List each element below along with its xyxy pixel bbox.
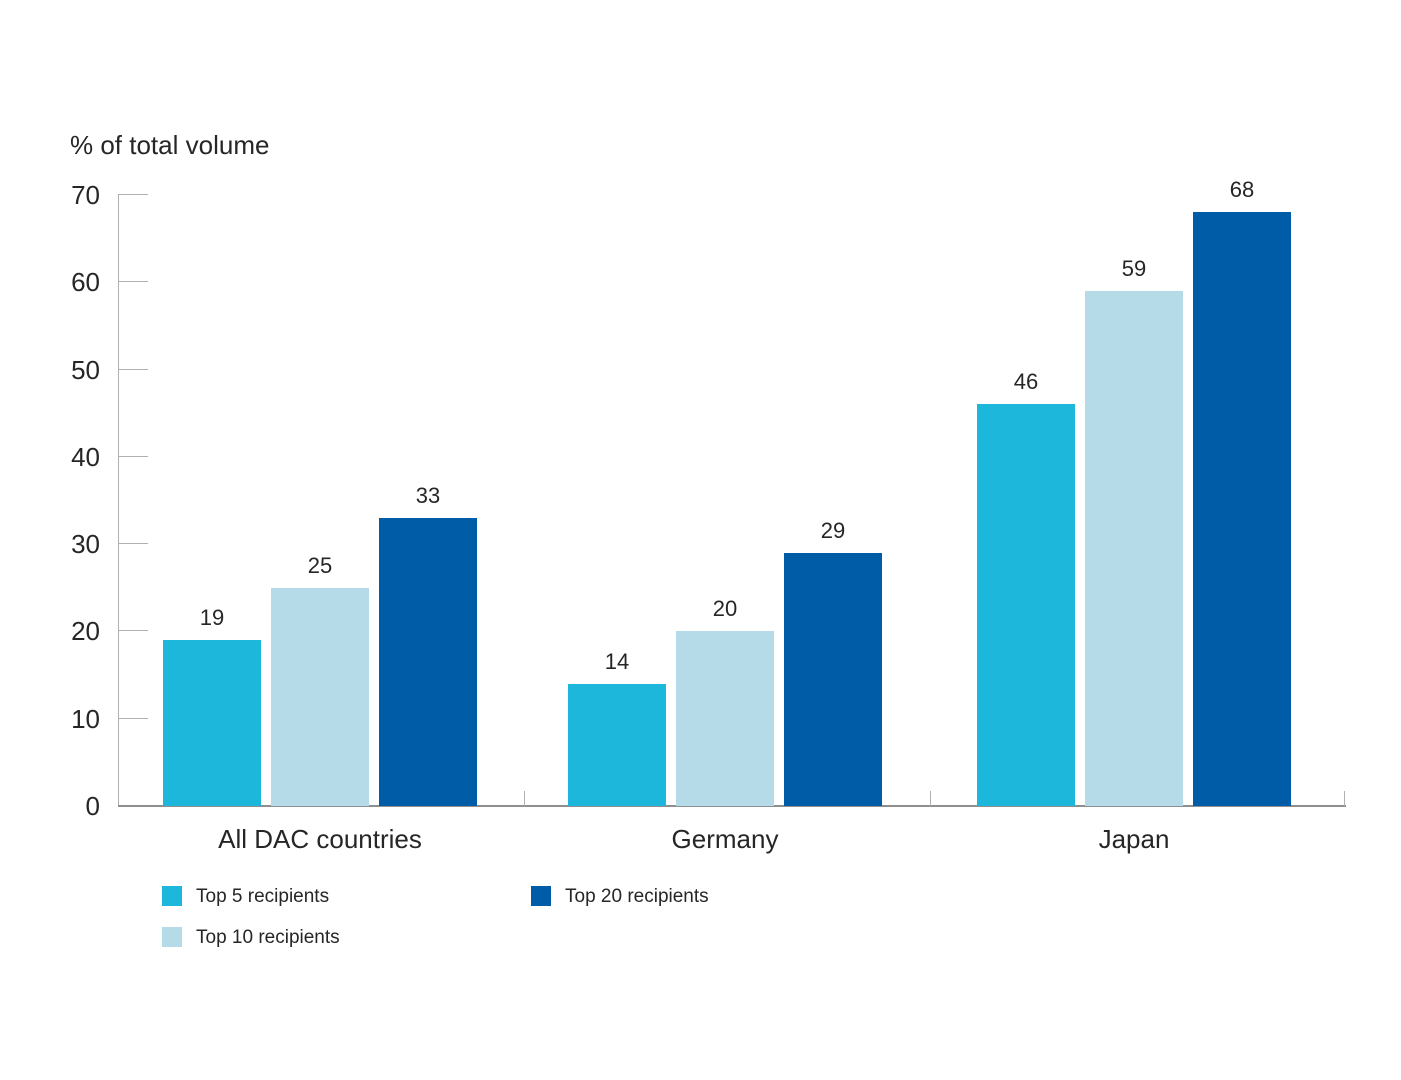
legend-swatch-top20 [531,886,551,906]
bar-value-label: 59 [1121,256,1147,281]
bar [568,684,666,806]
bar-value-label: 29 [820,518,846,543]
legend-swatch-top10 [162,927,182,947]
y-axis-line [118,195,119,806]
y-tick [118,630,148,631]
y-tick-label: 70 [71,180,100,210]
x-axis-line [118,805,1346,807]
bar-value-label: 46 [1013,369,1039,394]
x-tick [1344,791,1345,806]
x-category-label: Germany [671,824,779,854]
bar-value-label: 19 [199,605,225,630]
x-category-label: Japan [1098,824,1170,854]
bar-value-label: 33 [415,483,441,508]
x-tick [930,791,931,806]
legend-label: Top 20 recipients [565,886,709,907]
bar [784,553,882,806]
bar [163,640,261,806]
bar [1193,212,1291,806]
bar-value-label: 14 [604,649,630,674]
y-tick-label: 40 [71,442,100,472]
legend-label: Top 5 recipients [196,886,330,907]
y-tick [118,718,148,719]
bar-value-label: 25 [307,553,333,578]
x-category-label: All DAC countries [218,824,422,854]
y-tick-label: 0 [85,791,100,821]
bar-value-label: 68 [1229,177,1255,202]
bar [271,588,369,806]
legend-swatch-top5 [162,886,182,906]
bar [379,518,477,806]
y-tick-label: 30 [71,529,100,559]
y-tick-label: 10 [71,704,100,734]
y-tick [118,281,148,282]
bar [676,631,774,806]
bar [1085,291,1183,806]
legend-label: Top 10 recipients [196,927,340,948]
x-tick [524,791,525,806]
bar [977,404,1075,806]
y-tick [118,456,148,457]
y-tick [118,369,148,370]
bar-value-label: 20 [712,596,738,621]
y-tick-label: 50 [71,355,100,385]
chart-title: % of total volume [70,130,270,160]
y-tick [118,194,148,195]
y-tick [118,543,148,544]
y-tick-label: 60 [71,267,100,297]
y-tick-label: 20 [71,616,100,646]
